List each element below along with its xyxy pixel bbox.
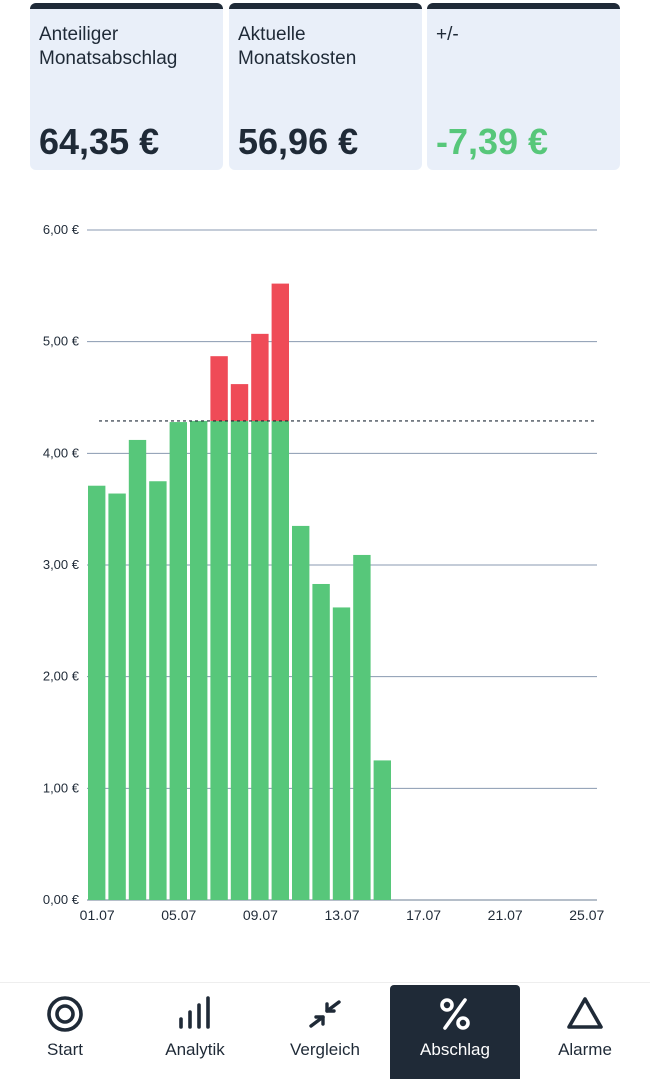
nav-abschlag[interactable]: Abschlag (390, 985, 520, 1079)
y-tick-label: 5,00 € (43, 334, 80, 349)
bar-over-budget (251, 333, 269, 421)
bar-over-budget (271, 283, 289, 421)
card-value: 56,96 € (238, 121, 359, 162)
y-tick-label: 2,00 € (43, 669, 80, 684)
x-tick-label: 01.07 (80, 907, 115, 923)
bar (128, 439, 147, 900)
bar (332, 607, 351, 900)
bar (210, 420, 228, 900)
y-tick-label: 0,00 € (43, 892, 80, 907)
bar-over-budget (210, 356, 228, 421)
bar (190, 420, 208, 900)
bar (312, 583, 330, 900)
x-tick-label: 13.07 (324, 907, 359, 923)
nav-label: Vergleich (290, 1040, 360, 1059)
summary-cards: Anteiliger Monatsabschlag 64,35 € Aktuel… (30, 3, 620, 170)
nav-label: Analytik (165, 1040, 225, 1059)
y-tick-label: 4,00 € (43, 445, 80, 460)
nav-label: Alarme (558, 1040, 612, 1059)
bar (108, 493, 126, 900)
card-label: Aktuelle Monatskosten (238, 24, 357, 69)
nav-analytik[interactable]: Analytik (130, 985, 260, 1079)
bar (88, 485, 106, 900)
x-tick-label: 25.07 (569, 907, 604, 923)
card-current-monthly-cost[interactable]: Aktuelle Monatskosten 56,96 € (229, 3, 422, 170)
daily-cost-chart: 0,00 € 1,00 € 2,00 € 3,00 € 4,00 € 5,00 € 6,00… (43, 222, 605, 923)
x-tick-label: 17.07 (406, 907, 441, 923)
percent-icon (440, 998, 470, 1030)
bottom-navigation: Start Analytik Vergleich (0, 982, 650, 1081)
alarm-triangle-icon (567, 997, 603, 1029)
card-prorated-monthly-payment[interactable]: Anteiliger Monatsabschlag 64,35 € (30, 3, 223, 170)
bar (169, 422, 187, 900)
nav-vergleich[interactable]: Vergleich (260, 985, 390, 1079)
bar-over-budget (230, 384, 249, 421)
card-value: -7,39 € (436, 121, 549, 162)
start-icon (47, 996, 83, 1032)
nav-label: Abschlag (420, 1040, 490, 1059)
y-tick-label: 3,00 € (43, 557, 80, 572)
bar (149, 481, 167, 900)
bar (251, 420, 269, 900)
analytics-icon (179, 996, 210, 1029)
x-tick-label: 21.07 (488, 907, 523, 923)
bar (271, 420, 289, 900)
compare-icon (309, 1000, 341, 1028)
y-tick-label: 6,00 € (43, 222, 80, 237)
x-tick-label: 09.07 (243, 907, 278, 923)
bar (230, 420, 249, 900)
nav-start[interactable]: Start (0, 985, 130, 1079)
bar (353, 554, 371, 900)
bar (292, 525, 310, 900)
card-difference[interactable]: +/- -7,39 € (427, 3, 620, 170)
nav-label: Start (47, 1040, 83, 1059)
nav-alarme[interactable]: Alarme (520, 985, 650, 1079)
card-label: +/- (436, 24, 459, 45)
y-tick-label: 1,00 € (43, 780, 80, 795)
card-label: Anteiliger Monatsabschlag (39, 24, 178, 69)
card-value: 64,35 € (39, 121, 160, 162)
x-tick-label: 05.07 (161, 907, 196, 923)
bar (373, 760, 391, 900)
